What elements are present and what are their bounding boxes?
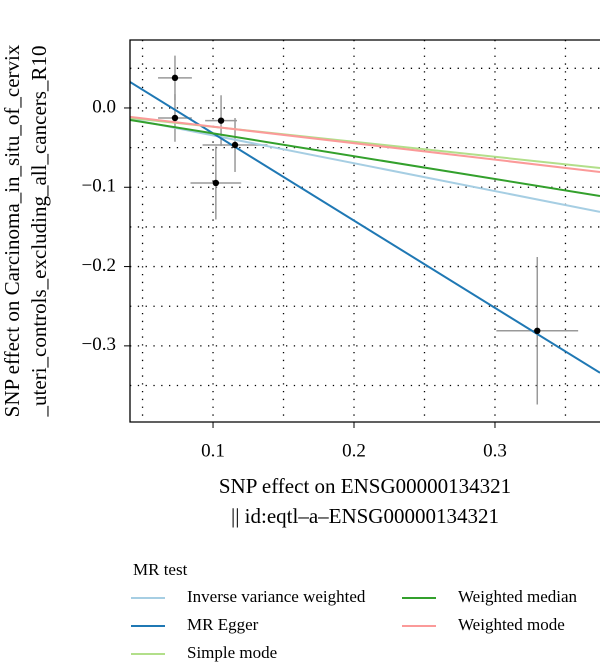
legend-title: MR test — [133, 560, 188, 579]
plot-frame — [129, 39, 600, 423]
legend-label: Weighted median — [458, 587, 578, 606]
point — [171, 74, 179, 82]
y-axis-label: SNP effect on Carcinoma_in_situ_of_cervi… — [0, 44, 24, 417]
point — [231, 141, 239, 149]
y-tick-label: −0.1 — [82, 176, 116, 197]
y-tick-label: −0.2 — [82, 255, 116, 276]
x-tick-label: 0.1 — [201, 440, 225, 461]
point — [534, 327, 541, 335]
legend-label: Inverse variance weighted — [187, 587, 366, 606]
y-tick-label: 0.0 — [92, 96, 116, 117]
y-axis-label: _uteri_controls_excluding_all_cancers_R1… — [27, 46, 51, 418]
fit-line — [130, 118, 600, 197]
x-axis-label: || id:eqtl–a–ENSG00000134321 — [231, 504, 499, 528]
legend-label: Weighted mode — [458, 615, 565, 634]
point — [212, 179, 220, 187]
fit-line — [130, 115, 600, 173]
legend-label: MR Egger — [187, 615, 259, 634]
fit-line — [130, 118, 600, 213]
y-tick-label: −0.3 — [82, 334, 116, 355]
plot-area — [130, 55, 600, 405]
point — [217, 117, 225, 124]
x-tick-label: 0.2 — [342, 440, 366, 461]
x-tick-label: 0.3 — [483, 440, 507, 461]
point — [171, 114, 179, 122]
fit-line — [130, 81, 600, 374]
legend-label: Simple mode — [187, 643, 277, 662]
x-axis-label: SNP effect on ENSG00000134321 — [219, 474, 511, 498]
